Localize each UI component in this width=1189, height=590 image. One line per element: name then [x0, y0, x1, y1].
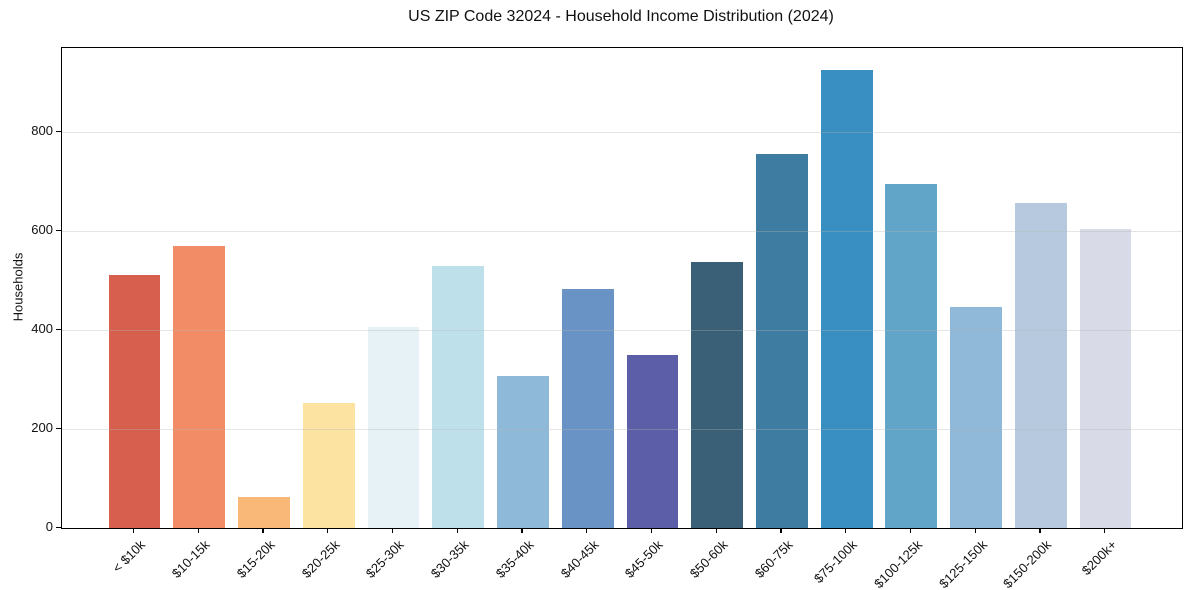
- y-tick-mark-800: [56, 130, 61, 132]
- x-tick-label-text: $20-25k: [298, 537, 343, 581]
- x-tick-label-text: < $10k: [109, 537, 149, 576]
- bar-100125k: [885, 184, 938, 528]
- y-tick-mark-0: [56, 526, 61, 528]
- bar-75100k: [820, 69, 873, 528]
- x-tick-label-text: $75-100k: [811, 537, 861, 586]
- x-tick-mark-5: [456, 528, 458, 533]
- x-tick-mark-10: [780, 528, 782, 533]
- bar-1520k: [238, 497, 290, 528]
- plot-area: [61, 47, 1183, 529]
- bar-4550k: [626, 355, 679, 528]
- bar-4045k: [561, 289, 614, 528]
- bar-2530k: [367, 326, 420, 528]
- bar-3540k: [497, 375, 549, 528]
- x-tick-label-text: $25-30k: [363, 537, 408, 581]
- bar-3035k: [432, 265, 485, 528]
- x-tick-mark-11: [845, 528, 847, 533]
- y-tick-mark-400: [56, 328, 61, 330]
- x-tick-label-text: $30-35k: [427, 537, 472, 581]
- gridline-y-400: [62, 329, 1182, 331]
- x-tick-mark-7: [586, 528, 588, 533]
- gridline-y-600: [62, 230, 1182, 232]
- y-tick-label-200: 200: [31, 420, 53, 436]
- x-tick-label-text: $150-200k: [1000, 537, 1055, 590]
- y-axis-label: Households: [10, 252, 26, 322]
- x-tick-mark-14: [1039, 528, 1041, 533]
- bar-200kplus: [1079, 229, 1132, 528]
- bar-1015k: [173, 245, 226, 528]
- bar-2025k: [302, 403, 355, 528]
- x-tick-mark-0: [133, 528, 135, 533]
- x-tick-label-text: $125-150k: [935, 537, 990, 590]
- bar-6075k: [756, 154, 808, 528]
- x-tick-label-text: $40-45k: [557, 537, 602, 581]
- x-tick-mark-12: [909, 528, 912, 533]
- x-tick-mark-3: [327, 528, 329, 533]
- x-tick-label-text: $10-15k: [169, 537, 213, 581]
- x-tick-label-text: $100-125k: [870, 537, 925, 590]
- x-tick-mark-1: [197, 528, 199, 533]
- x-tick-mark-8: [650, 528, 653, 533]
- x-tick-label-text: $15-20k: [233, 537, 278, 581]
- x-tick-label-text: $200k+: [1078, 537, 1120, 579]
- x-tick-label-text: $45-50k: [622, 537, 667, 581]
- x-tick-mark-4: [391, 528, 394, 533]
- y-tick-label-600: 600: [31, 222, 53, 238]
- chart-title: US ZIP Code 32024 - Household Income Dis…: [408, 8, 834, 25]
- bar-150200k: [1014, 203, 1067, 528]
- gridline-y-800: [62, 131, 1182, 133]
- x-tick-mark-9: [715, 528, 717, 533]
- gridline-y-200: [62, 428, 1182, 430]
- y-tick-label-800: 800: [31, 123, 53, 139]
- bar-10k: [108, 275, 161, 528]
- y-tick-mark-600: [56, 229, 61, 231]
- x-tick-label-text: $50-60k: [686, 537, 731, 581]
- y-tick-mark-200: [56, 427, 61, 429]
- x-tick-mark-13: [974, 528, 976, 533]
- x-tick-label-text: $35-40k: [492, 537, 537, 581]
- bar-125150k: [950, 306, 1002, 528]
- x-tick-mark-2: [262, 528, 264, 533]
- x-tick-mark-6: [521, 528, 523, 533]
- x-tick-label-text: $60-75k: [751, 537, 796, 581]
- y-tick-label-0: 0: [45, 519, 53, 534]
- y-tick-label-400: 400: [31, 321, 53, 337]
- bar-5060k: [691, 261, 744, 528]
- x-tick-mark-15: [1104, 528, 1106, 533]
